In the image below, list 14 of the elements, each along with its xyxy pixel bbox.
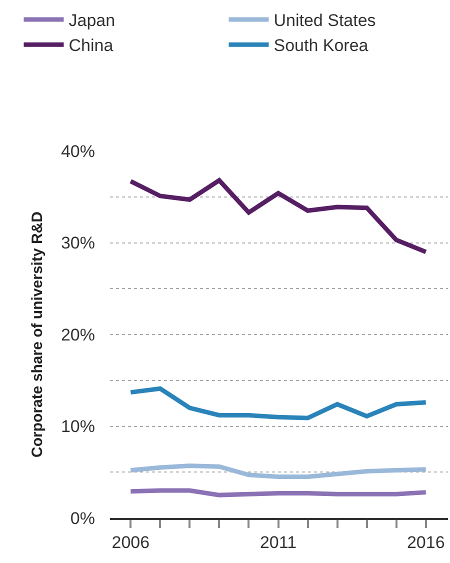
y-tick-label: 20%	[60, 325, 95, 344]
y-tick-label: 40%	[60, 142, 95, 161]
x-tick-label: 2016	[406, 533, 445, 552]
x-tick-label: 2006	[112, 533, 150, 552]
legend-label: South Korea	[274, 36, 369, 56]
x-tick-label: 2011	[260, 533, 297, 552]
y-axis-title: Corporate share of university R&D	[29, 211, 46, 458]
y-tick-label: 0%	[70, 508, 95, 528]
y-tick-label: 10%	[60, 417, 95, 436]
legend-label: Japan	[68, 11, 116, 30]
legend-label: United States	[274, 11, 376, 30]
line-series	[128, 178, 428, 254]
y-tick-label: 30%	[60, 234, 95, 253]
legend-label: China	[68, 36, 114, 56]
